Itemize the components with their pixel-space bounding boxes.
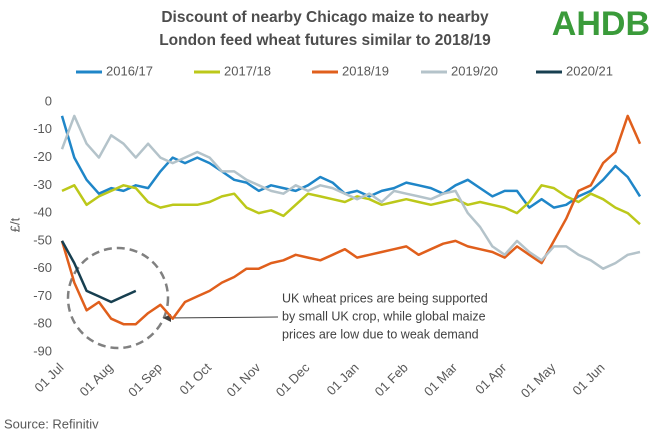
y-axis-label: £/t [7,217,22,232]
legend-label: 2017/18 [224,63,271,78]
x-tick-label: 01 Apr [472,359,510,397]
legend-label: 2019/20 [451,63,498,78]
annotation: by small UK crop, while global maize [282,309,486,323]
x-tick-label: 01 Jan [323,360,361,398]
x-tick-label: 01 Jul [31,360,66,395]
logo: AHDB [552,5,650,43]
x-tick-label: 01 Nov [224,360,264,400]
y-tick-label: -10 [33,121,52,136]
series-line [60,240,137,304]
source: Source: Refinitiv [4,416,99,431]
y-tick-label: -60 [33,260,52,275]
chart-title: London feed wheat futures similar to 201… [159,32,491,49]
x-tick-label: 01 Mar [421,359,461,399]
highlight-circle [66,246,170,350]
x-tick-label: 01 Oct [176,360,214,398]
y-tick-label: -90 [33,343,52,358]
x-tick-label: 01 May [518,360,559,401]
series-line [61,184,641,226]
y-tick-label: -30 [33,177,52,192]
y-tick-label: -70 [33,288,52,303]
x-tick-label: 01 Sep [125,360,165,400]
annotation: prices are low due to weak demand [282,327,479,341]
legend-label: 2016/17 [106,63,153,78]
y-tick-label: -50 [33,232,52,247]
y-tick-label: -20 [33,149,52,164]
chart-title: Discount of nearby Chicago maize to near… [161,9,489,26]
legend-label: 2018/19 [342,63,389,78]
annotation-arrow [162,316,279,319]
x-tick-label: 01 Jun [569,360,607,398]
y-tick-label: 0 [45,93,52,108]
series-line [60,114,641,270]
x-tick-label: 01 Feb [372,360,411,399]
annotation: UK wheat prices are being supported [282,291,488,305]
series-line [60,115,642,209]
legend-label: 2020/21 [566,63,613,78]
y-tick-label: -80 [33,316,52,331]
x-tick-label: 01 Aug [76,360,115,399]
x-tick-label: 01 Dec [273,360,313,400]
y-tick-label: -40 [33,205,52,220]
